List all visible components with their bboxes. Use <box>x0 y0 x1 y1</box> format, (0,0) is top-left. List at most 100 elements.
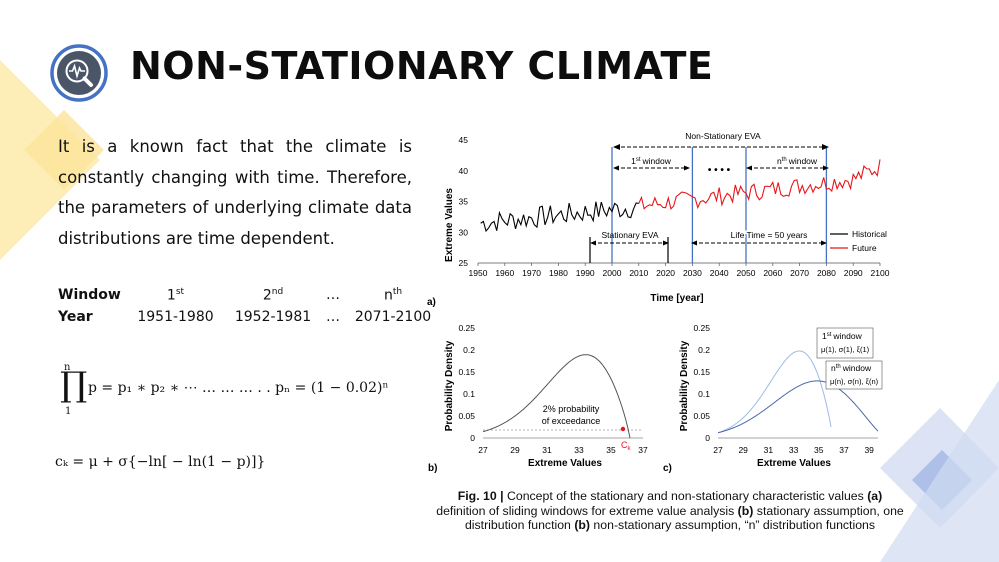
tick-label: 2060 <box>763 268 782 278</box>
arrow-head-right <box>663 240 669 246</box>
table-cell: 2nd <box>262 286 284 304</box>
panel-b-yticks: 0.25 0.2 0.15 0.1 0.05 0 <box>458 323 475 443</box>
ck-label: Ck <box>621 440 632 452</box>
table-row: Year 1951-1980 1952-1981 … 2071-2100 <box>58 306 443 328</box>
tick-label: 29 <box>738 445 748 455</box>
future-series-line <box>638 159 881 211</box>
ck-point <box>620 426 626 432</box>
panel-a-xlabel: Time [year] <box>650 293 703 304</box>
tick-label: 1970 <box>522 268 541 278</box>
tick-label: 39 <box>864 445 874 455</box>
tick-label: 27 <box>713 445 723 455</box>
first-window-box-params: μ(1), σ(1), ξ(1) <box>821 345 870 354</box>
table-cell: 1st <box>166 286 185 304</box>
annotation-line-2: of exceedance <box>542 416 601 426</box>
table-cell: 1951-1980 <box>137 309 214 325</box>
tick-label: 0.05 <box>693 411 710 421</box>
page-title: NON-STATIONARY CLIMATE <box>130 44 714 88</box>
tick-label: 29 <box>510 445 520 455</box>
window-table: Window 1st 2nd … nth Year 1951-1980 1952… <box>58 284 443 328</box>
tick-label: 45 <box>459 135 469 145</box>
panel-a-window-lines <box>611 147 828 263</box>
first-window-label: 1st window <box>631 156 672 166</box>
tick-label: 2050 <box>737 268 756 278</box>
tick-label: 0.2 <box>463 345 475 355</box>
tick-label: 2010 <box>629 268 648 278</box>
panel-a-xticks: 1950 1960 1970 1980 1990 2000 2010 2020 2030 2040… <box>469 263 890 278</box>
stationary-label: Stationary EVA <box>601 230 658 240</box>
deco-blue-triangle <box>880 380 999 562</box>
tick-label: 33 <box>789 445 799 455</box>
tick-label: 31 <box>764 445 774 455</box>
tick-label: 1980 <box>549 268 568 278</box>
tick-label: 0.2 <box>698 345 710 355</box>
tick-label: 31 <box>542 445 552 455</box>
tick-label: 35 <box>459 197 469 207</box>
tick-label: 0.25 <box>458 323 475 333</box>
nth-window-box-params: μ(n), σ(n), ξ(n) <box>830 377 879 386</box>
annotation-line-1: 2% probability <box>543 404 600 414</box>
tick-label: 37 <box>638 445 648 455</box>
tick-label: 0.15 <box>458 367 475 377</box>
historical-series-line <box>480 201 639 233</box>
figure-panel-c: Probability Density Extreme Values c) 0.… <box>663 323 883 474</box>
panel-c-yticks: 0.25 0.2 0.15 0.1 0.05 0 <box>693 323 710 443</box>
panel-a-label: a) <box>427 297 436 308</box>
search-analytics-icon <box>50 44 108 102</box>
tick-label: 0.15 <box>693 367 710 377</box>
tick-label: 33 <box>574 445 584 455</box>
figure-panel-b: Probability Density Extreme Values b) 0.… <box>428 323 648 474</box>
nth-window-box-title: nth window <box>831 363 872 373</box>
arrow-head-right <box>821 240 827 246</box>
lifetime-label: Life Time = 50 years <box>731 230 808 240</box>
table-row: Window 1st 2nd … nth <box>58 284 443 306</box>
pdf-curve-nth-window <box>717 380 879 434</box>
figure-panel-a: Extreme Values Time [year] a) 45 40 35 30 25… <box>427 131 890 308</box>
tick-label: 27 <box>478 445 488 455</box>
arrow-head-right <box>684 165 690 171</box>
tick-label: 2020 <box>656 268 675 278</box>
first-window-box-title: 1st window <box>822 331 863 341</box>
arrow-head-left <box>613 144 620 150</box>
table-year-label: Year <box>58 309 93 325</box>
panel-a-ylabel: Extreme Values <box>444 188 455 262</box>
tick-label: 2100 <box>871 268 890 278</box>
product-lower-limit: 1 <box>65 406 72 417</box>
table-cell: 1952-1981 <box>234 309 312 325</box>
tick-label: 1960 <box>495 268 514 278</box>
arrow-head-left <box>746 165 752 171</box>
arrow-head-left <box>691 240 697 246</box>
table-cell: … <box>326 309 340 325</box>
arrow-head-right <box>823 165 829 171</box>
panel-b-xticks: 27 29 31 33 35 37 <box>478 445 648 455</box>
nonstationary-label: Non-Stationary EVA <box>685 131 761 141</box>
tick-label: 35 <box>606 445 616 455</box>
tick-label: 0 <box>705 433 710 443</box>
tick-label: 0 <box>470 433 475 443</box>
arrow-head-left <box>590 240 596 246</box>
tick-label: 30 <box>459 227 469 237</box>
characteristic-value-equation: cₖ = μ + σ{−ln[ − ln(1 − p)]} <box>55 454 266 470</box>
pdf-curve-first-window <box>717 350 832 434</box>
tick-label: 0.1 <box>463 389 475 399</box>
figure-caption: Fig. 10 | Concept of the stationary and … <box>436 489 904 532</box>
tick-label: 40 <box>459 166 469 176</box>
product-symbol: ∏ <box>60 365 88 405</box>
tick-label: 25 <box>459 258 469 268</box>
panel-a-yticks: 45 40 35 30 25 <box>459 135 469 268</box>
table-cell: 2071-2100 <box>354 309 432 325</box>
pdf-curve <box>482 354 631 439</box>
tick-label: 2030 <box>683 268 702 278</box>
intro-paragraph: It is a known fact that the climate is c… <box>58 137 412 248</box>
product-upper-limit: n <box>64 362 71 373</box>
legend-historical-label: Historical <box>852 229 887 239</box>
window-dots: • • • • <box>708 165 731 176</box>
arrow-head-right <box>822 144 829 150</box>
panel-c-ylabel: Probability Density <box>679 340 690 431</box>
table-cell: nth <box>383 286 403 304</box>
first-window-box <box>816 327 874 359</box>
table-header-label: Window <box>58 287 121 303</box>
panel-b-label: b) <box>428 463 437 474</box>
panel-c-xlabel: Extreme Values <box>757 458 831 469</box>
